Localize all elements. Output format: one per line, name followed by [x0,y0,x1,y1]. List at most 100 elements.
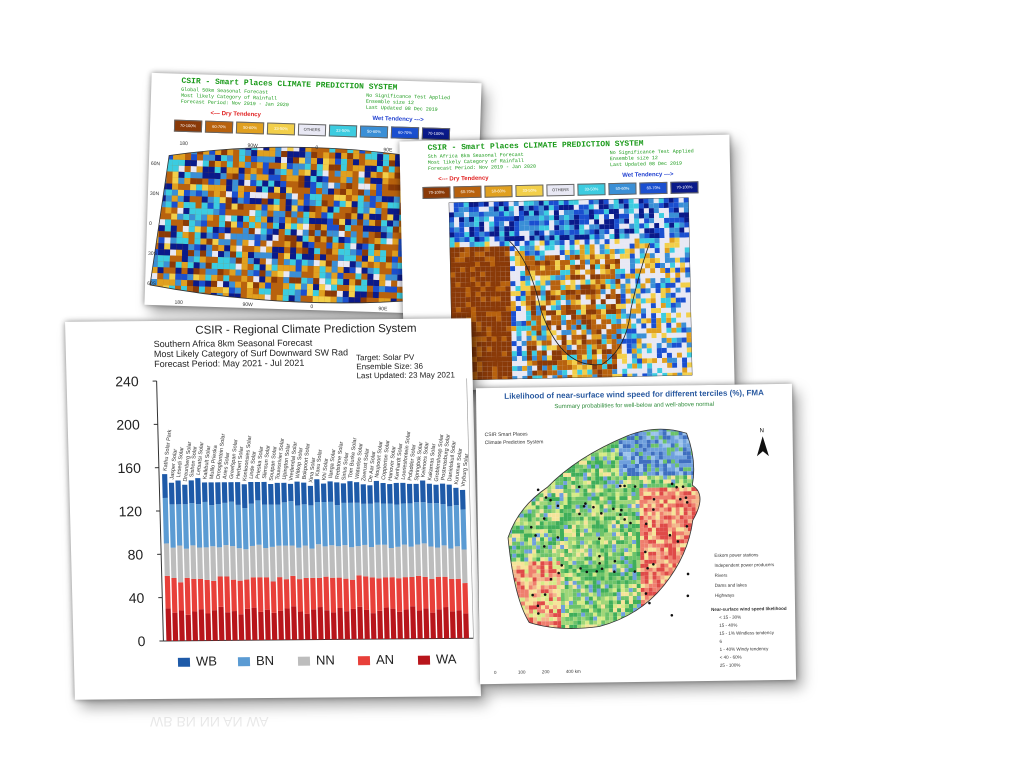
bar-segment-wa [244,608,251,641]
bar-segment-nn [296,547,303,580]
power-station-marker [544,496,548,499]
station-label: Kuruman Solar [454,448,464,485]
bar-segment-bn [394,504,401,547]
station-label: Zeerust Solar [361,448,371,482]
power-station-marker [620,508,623,512]
bar-segment-wa [416,610,423,639]
legend-swatch: 50-60% [484,185,513,198]
bar-segment-an [191,578,198,612]
bar-segment-an [230,579,237,612]
bar-segment-wa [443,607,450,639]
wind-title: Likelihood of near-surface wind speed fo… [504,388,764,401]
bar-segment-an [171,578,178,613]
power-station-marker [584,502,587,505]
bar-segment-wb [340,483,347,503]
bar-segment-wa [436,609,443,639]
power-station-marker [681,485,685,488]
legend-swatch: OTHERS [546,183,575,197]
lon-tick-label: 0 [310,304,313,310]
power-station-marker [623,484,626,488]
power-station-marker [613,570,616,574]
lon-tick-label: 180 [174,300,183,306]
bar-segment-wa [410,606,417,639]
power-station-marker [582,504,586,508]
bar-segment-bn [361,503,368,545]
power-station-marker [646,566,649,570]
station-label: Letsatsi Solar [196,441,206,475]
legend-swatch: 50-60% [359,125,389,139]
bar-segment-an [303,577,310,614]
bar-segment-bn [301,504,308,546]
bar-segment-an [369,577,376,614]
wind-likelihood-item: 1 - 40% Windy tendency [719,646,769,652]
bar-segment-bn [235,504,242,549]
bar-segment-wb [162,474,168,498]
power-station-marker [549,498,552,502]
power-station-marker [613,559,617,563]
lon-tick-label: 0 [315,145,318,151]
bar-segment-an [297,579,304,612]
scale-label: 100 [517,669,526,675]
global-wet-tendency-label: Wet Tendency ---> [372,115,424,124]
wind-subtitle: Summary probabilities for well-below and… [554,401,715,411]
bar-segment-bn [347,502,355,548]
bar-segment-wa [463,613,469,639]
bar-segment-nn [329,545,336,578]
bar-segment-an [343,578,350,612]
bar-segment-bn [420,502,427,544]
scale-label: 400 km [565,668,581,674]
power-station-marker [536,604,540,608]
bar-segment-wb [228,482,235,502]
wind-likelihood-item: < 40 - 60% [719,654,742,660]
legend-swatch: 60-70% [204,120,234,134]
station-label: Springbok Solar [414,441,424,481]
bar-segment-bn [400,503,408,545]
bar-segment-an [257,577,264,612]
power-station-marker [668,533,672,537]
bar-segment-an [263,577,270,610]
bar-segment-wb [201,482,208,502]
bar-segment-an [409,577,416,607]
power-station-marker [592,505,595,509]
scale-label: 200 [541,669,550,675]
bar-segment-wb [320,483,327,502]
power-station-marker [542,517,546,520]
bar-segment-wa [231,611,238,641]
bar-segment-wa [449,611,456,639]
power-station-marker [531,593,534,597]
bar-segment-an [283,579,290,609]
bar-segment-bn [367,503,375,548]
bar-segment-wa [218,606,225,641]
bar-segment-nn [395,546,402,579]
bar-segment-an [237,580,244,615]
station-label: Kenhardt Solar [394,443,404,480]
bar-segment-wa [258,611,265,641]
bar-segment-wa [172,612,179,641]
bar-segment-bn [328,501,335,546]
power-station-marker [585,570,589,574]
bar-segment-wb [268,484,274,505]
power-station-marker [578,512,581,516]
power-station-marker [652,508,655,511]
bar-segment-wb [314,479,320,503]
y-tick-label: 40 [128,590,144,606]
lon-tick-label: 90E [383,147,393,153]
bar-segment-bn [169,504,176,548]
power-station-marker [685,501,689,504]
bar-segment-bn [215,503,223,548]
bar-segment-wb [433,484,440,504]
regional-dry-tendency-label: <--- Dry Tendency [438,175,489,183]
bar-segment-wb [373,480,380,503]
bar-segment-wb [327,481,334,502]
bar-segment-nn [276,545,283,578]
bar-segment-an [442,576,449,608]
bar-segment-wb [353,482,360,503]
legend-label-an: AN [376,652,394,667]
wind-legend-item: Rivers [714,572,728,578]
power-station-marker [536,488,540,492]
power-station-marker [577,485,581,489]
station-label: Soutpan Solar [269,446,279,481]
bar-segment-bn [341,502,348,546]
bar-segment-bn [268,504,275,547]
bar-segment-bn [447,506,454,549]
